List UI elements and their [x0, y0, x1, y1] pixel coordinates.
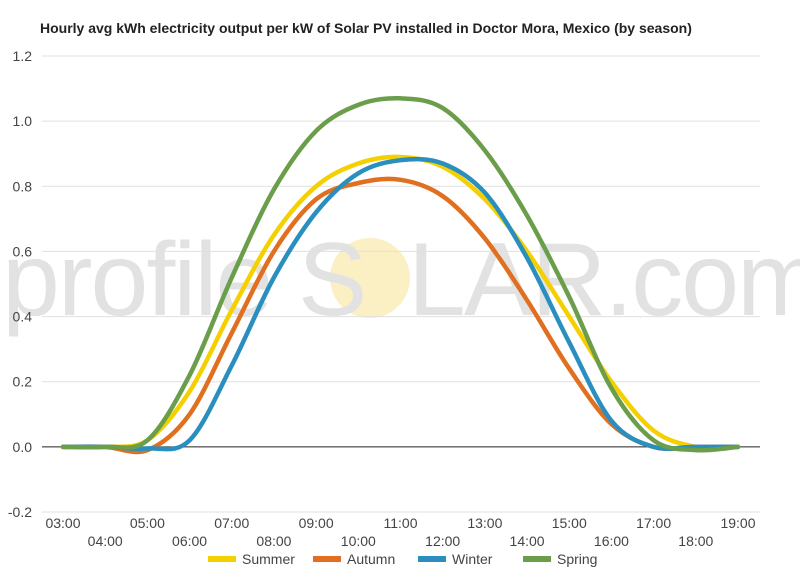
legend-label-winter: Winter: [452, 551, 493, 567]
y-tick-label: 0.0: [13, 439, 33, 455]
x-tick-label: 13:00: [467, 515, 502, 531]
x-tick-label: 17:00: [636, 515, 671, 531]
x-tick-label: 09:00: [299, 515, 334, 531]
x-tick-label: 19:00: [720, 515, 755, 531]
series-line-winter: [60, 156, 741, 452]
watermark-text-center: S: [298, 222, 365, 338]
x-tick-label: 10:00: [341, 533, 376, 549]
x-tick-label: 18:00: [678, 533, 713, 549]
x-tick-label: 03:00: [45, 515, 80, 531]
x-tick-label: 16:00: [594, 533, 629, 549]
x-tick-label: 08:00: [256, 533, 291, 549]
x-tick-label: 07:00: [214, 515, 249, 531]
x-tick-label: 04:00: [88, 533, 123, 549]
watermark-text-right: LAR.com: [408, 222, 800, 338]
y-axis: -0.2 0.0 0.2 0.4 0.6 0.8 1.0 1.2: [8, 48, 32, 520]
legend: Summer Autumn Winter Spring: [208, 551, 597, 567]
watermark-sun-icon: [330, 238, 410, 318]
x-tick-label: 06:00: [172, 533, 207, 549]
series-line-summer: [60, 154, 741, 451]
legend-label-autumn: Autumn: [347, 551, 395, 567]
y-tick-label: 1.2: [13, 48, 33, 64]
series-lines: [60, 95, 741, 455]
legend-label-spring: Spring: [557, 551, 597, 567]
series-line-spring: [60, 95, 741, 453]
x-tick-label: 11:00: [384, 515, 418, 531]
x-tick-label: 05:00: [130, 515, 165, 531]
y-tick-label: 0.2: [13, 374, 33, 390]
y-tick-label: -0.2: [8, 504, 32, 520]
y-tick-label: 0.6: [13, 243, 33, 259]
y-tick-label: 1.0: [13, 113, 33, 129]
watermark-logo: profile S LAR.com: [2, 222, 800, 338]
x-tick-label: 12:00: [425, 533, 460, 549]
y-tick-label: 0.4: [13, 309, 33, 325]
x-tick-label: 14:00: [510, 533, 545, 549]
x-axis: 03:00 04:00 05:00 06:00 07:00 08:00 09:00 10:00…: [45, 515, 755, 549]
chart-title: Hourly avg kWh electricity output per kW…: [40, 20, 692, 36]
legend-label-summer: Summer: [242, 551, 295, 567]
x-tick-label: 15:00: [552, 515, 587, 531]
grid-lines: [42, 55, 760, 513]
y-tick-label: 0.8: [13, 178, 33, 194]
